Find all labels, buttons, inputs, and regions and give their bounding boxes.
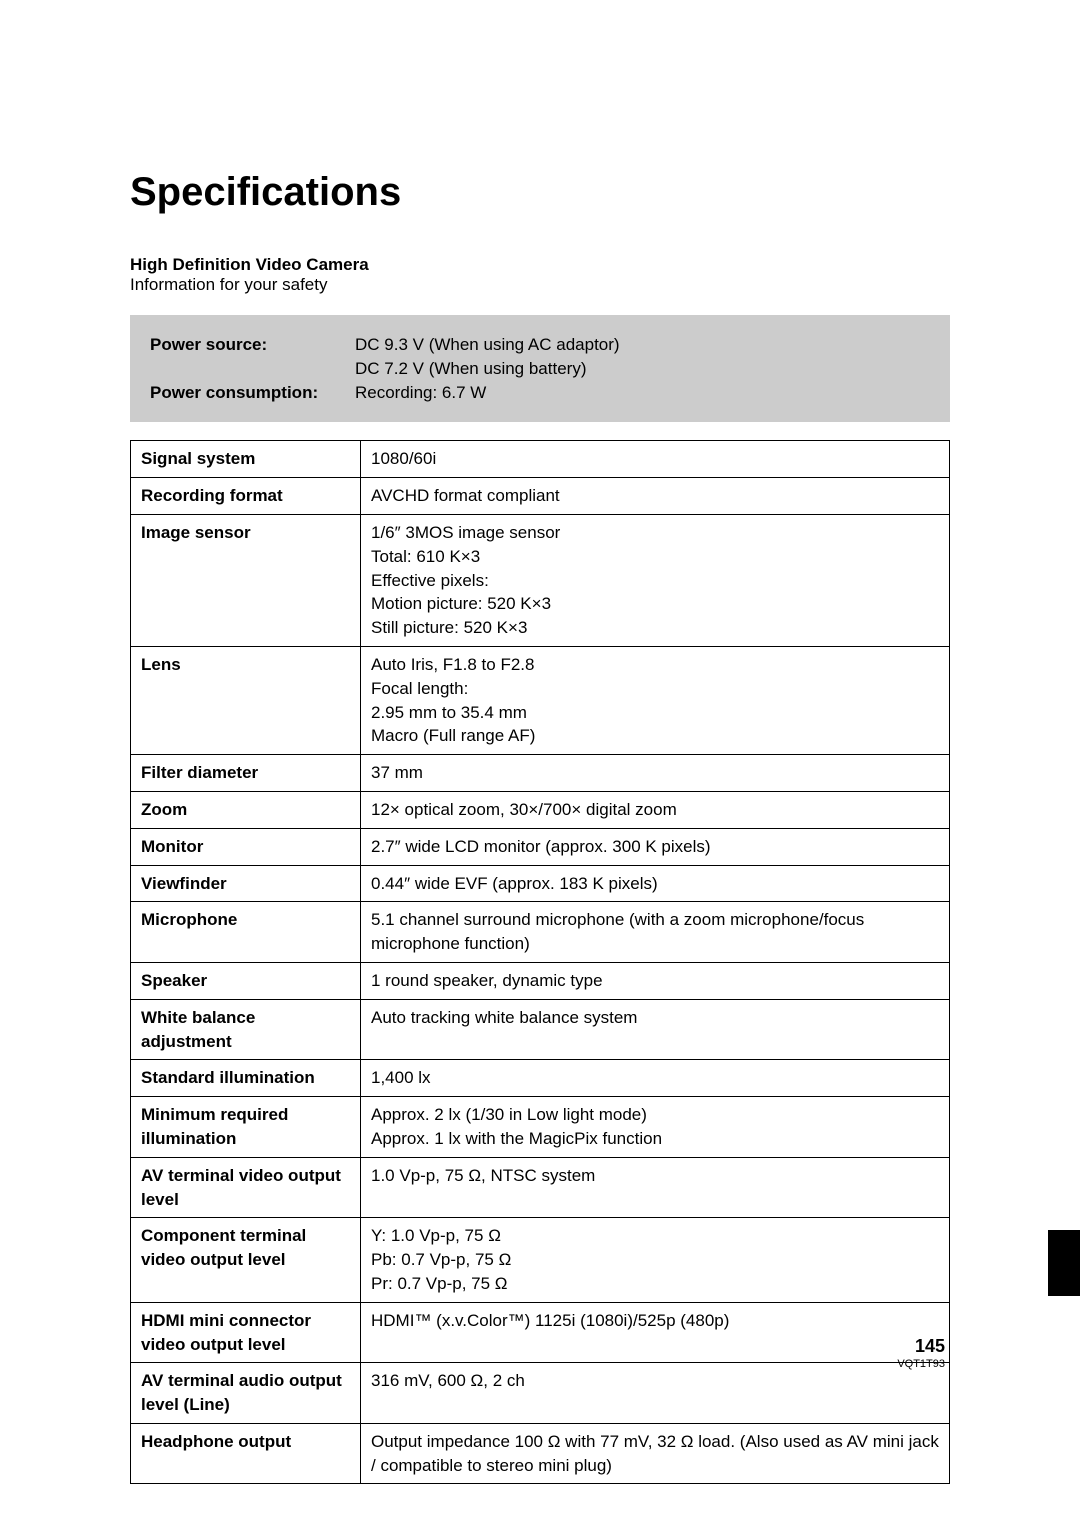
spec-value: AVCHD format compliant [361, 478, 950, 515]
power-row: Power source: DC 9.3 V (When using AC ad… [150, 333, 930, 381]
spec-label: Lens [131, 646, 361, 754]
spec-label: Microphone [131, 902, 361, 963]
table-row: Speaker1 round speaker, dynamic type [131, 962, 950, 999]
spec-label: Headphone output [131, 1423, 361, 1484]
spec-label: Viewfinder [131, 865, 361, 902]
spec-value: 1,400 lx [361, 1060, 950, 1097]
spec-label: Speaker [131, 962, 361, 999]
table-row: Monitor2.7″ wide LCD monitor (approx. 30… [131, 828, 950, 865]
spec-value: 12× optical zoom, 30×/700× digital zoom [361, 791, 950, 828]
table-row: Minimum required illuminationApprox. 2 l… [131, 1097, 950, 1158]
spec-label: Filter diameter [131, 755, 361, 792]
table-row: Standard illumination1,400 lx [131, 1060, 950, 1097]
power-row: Power consumption: Recording: 6.7 W [150, 381, 930, 405]
page-title: Specifications [130, 170, 950, 215]
table-row: Signal system1080/60i [131, 441, 950, 478]
spec-value: 0.44″ wide EVF (approx. 183 K pixels) [361, 865, 950, 902]
spec-value: 1.0 Vp-p, 75 Ω, NTSC system [361, 1157, 950, 1218]
table-row: Filter diameter37 mm [131, 755, 950, 792]
spec-label: Zoom [131, 791, 361, 828]
spec-label: White balance adjustment [131, 999, 361, 1060]
spec-value: 316 mV, 600 Ω, 2 ch [361, 1363, 950, 1424]
spec-label: Monitor [131, 828, 361, 865]
table-row: Microphone5.1 channel surround microphon… [131, 902, 950, 963]
spec-value: Approx. 2 lx (1/30 in Low light mode) Ap… [361, 1097, 950, 1158]
side-tab [1048, 1230, 1080, 1296]
power-info-box: Power source: DC 9.3 V (When using AC ad… [130, 315, 950, 422]
table-row: White balance adjustmentAuto tracking wh… [131, 999, 950, 1060]
power-consumption-label: Power consumption: [150, 381, 355, 405]
spec-label: Minimum required illumination [131, 1097, 361, 1158]
power-source-label: Power source: [150, 333, 355, 357]
spec-label: HDMI mini connector video output level [131, 1302, 361, 1363]
spec-table: Signal system1080/60iRecording formatAVC… [130, 440, 950, 1484]
spec-value: Auto tracking white balance system [361, 999, 950, 1060]
page-number: 145 [915, 1336, 945, 1357]
spec-value: 37 mm [361, 755, 950, 792]
table-row: Component terminal video output levelY: … [131, 1218, 950, 1302]
spec-value: HDMI™ (x.v.Color™) 1125i (1080i)/525p (4… [361, 1302, 950, 1363]
power-source-value: DC 9.3 V (When using AC adaptor) DC 7.2 … [355, 333, 620, 381]
spec-value: 1080/60i [361, 441, 950, 478]
spec-value: 1 round speaker, dynamic type [361, 962, 950, 999]
spec-label: Component terminal video output level [131, 1218, 361, 1302]
table-row: Image sensor1/6″ 3MOS image sensor Total… [131, 514, 950, 646]
spec-value: Output impedance 100 Ω with 77 mV, 32 Ω … [361, 1423, 950, 1484]
spec-value: 2.7″ wide LCD monitor (approx. 300 K pix… [361, 828, 950, 865]
table-row: Zoom12× optical zoom, 30×/700× digital z… [131, 791, 950, 828]
spec-table-body: Signal system1080/60iRecording formatAVC… [131, 441, 950, 1484]
table-row: AV terminal audio output level (Line)316… [131, 1363, 950, 1424]
spec-label: AV terminal audio output level (Line) [131, 1363, 361, 1424]
table-row: Viewfinder0.44″ wide EVF (approx. 183 K … [131, 865, 950, 902]
table-row: Recording formatAVCHD format compliant [131, 478, 950, 515]
spec-label: Signal system [131, 441, 361, 478]
table-row: Headphone outputOutput impedance 100 Ω w… [131, 1423, 950, 1484]
spec-value: 1/6″ 3MOS image sensor Total: 610 K×3 Ef… [361, 514, 950, 646]
spec-value: Auto Iris, F1.8 to F2.8 Focal length: 2.… [361, 646, 950, 754]
power-consumption-value: Recording: 6.7 W [355, 381, 486, 405]
subtitle: High Definition Video Camera [130, 255, 950, 275]
spec-label: Recording format [131, 478, 361, 515]
spec-value: Y: 1.0 Vp-p, 75 Ω Pb: 0.7 Vp-p, 75 Ω Pr:… [361, 1218, 950, 1302]
table-row: LensAuto Iris, F1.8 to F2.8 Focal length… [131, 646, 950, 754]
spec-label: Image sensor [131, 514, 361, 646]
page-content: Specifications High Definition Video Cam… [0, 0, 1080, 1484]
table-row: AV terminal video output level1.0 Vp-p, … [131, 1157, 950, 1218]
spec-value: 5.1 channel surround microphone (with a … [361, 902, 950, 963]
spec-label: AV terminal video output level [131, 1157, 361, 1218]
subtext: Information for your safety [130, 275, 950, 295]
doc-code: VQT1T93 [897, 1358, 945, 1370]
spec-label: Standard illumination [131, 1060, 361, 1097]
table-row: HDMI mini connector video output levelHD… [131, 1302, 950, 1363]
